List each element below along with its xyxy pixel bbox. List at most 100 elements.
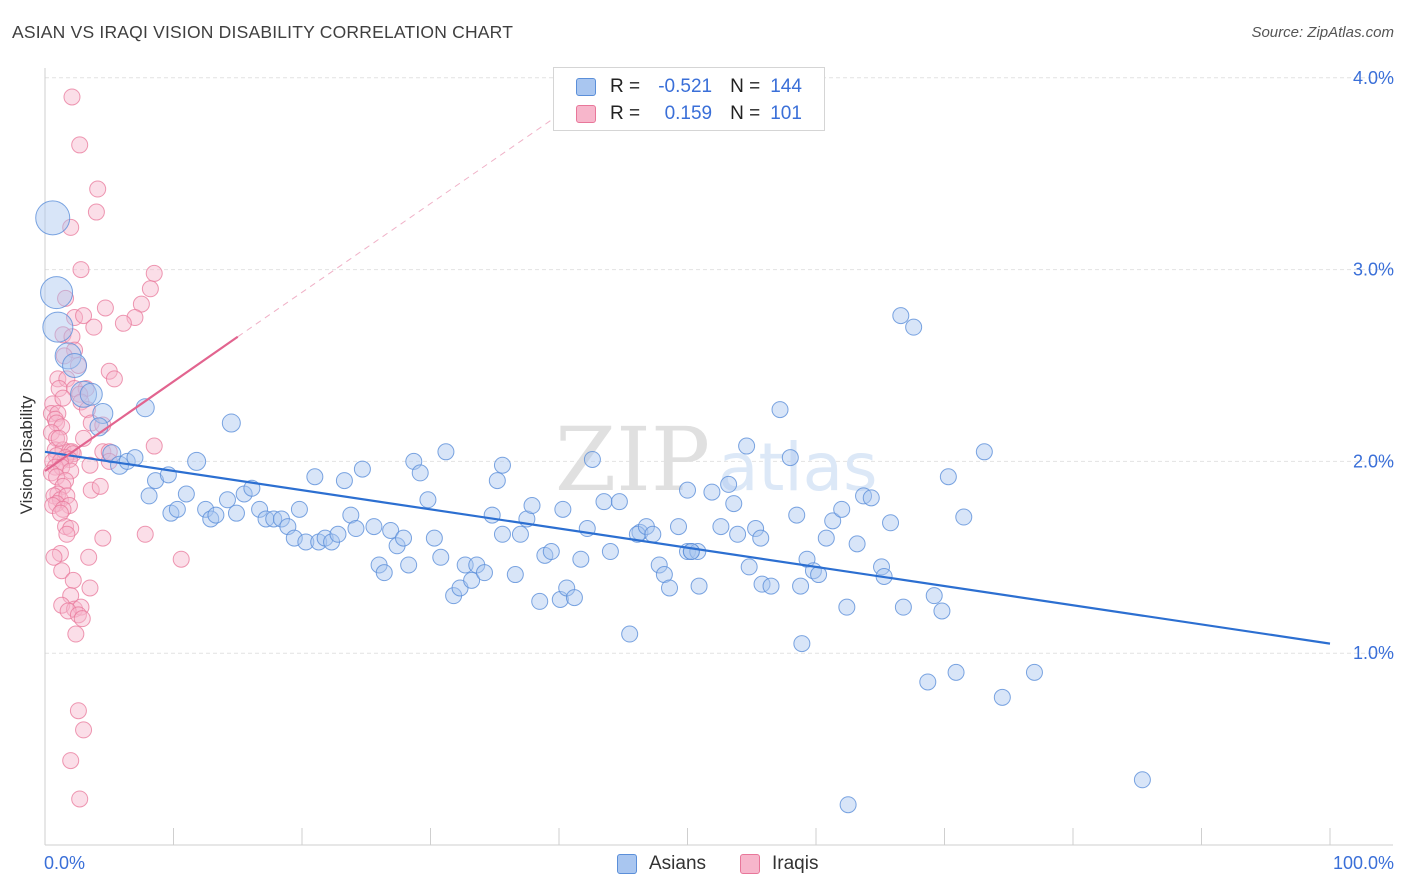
iraqi-point xyxy=(75,307,93,325)
asians-swatch xyxy=(576,78,596,96)
iraqi-point xyxy=(73,610,91,628)
asian-point xyxy=(601,543,619,561)
grid-lines xyxy=(45,77,1393,654)
asian-point xyxy=(919,673,937,691)
asian-point xyxy=(621,625,639,643)
iraqi-point xyxy=(89,180,107,198)
iraqis-legend-label: Iraqis xyxy=(772,853,819,874)
asian-point xyxy=(725,495,743,513)
asian-point xyxy=(975,443,993,461)
asian-point xyxy=(251,500,269,518)
bottom-legend-iraqis: Iraqis xyxy=(740,852,818,876)
asian-point xyxy=(554,500,572,518)
legend-asians-r: -0.521 xyxy=(658,76,713,97)
asian-point xyxy=(905,318,923,336)
asian-point xyxy=(297,533,315,551)
asian-point xyxy=(993,688,1011,706)
tick-labels: 1.0% 2.0% 3.0% 4.0% 0.0% 100.0% xyxy=(44,68,1394,873)
asian-point xyxy=(342,506,360,524)
asian-point xyxy=(788,506,806,524)
asian-point xyxy=(655,566,673,584)
asian-point xyxy=(400,556,418,574)
asian-point xyxy=(221,413,241,433)
asian-point xyxy=(703,483,721,501)
asian-trend-line xyxy=(44,450,1331,645)
axes xyxy=(44,68,1393,846)
asians-legend-label: Asians xyxy=(649,853,707,874)
iraqi-point xyxy=(63,88,81,106)
watermark: ZIP atlas xyxy=(555,408,878,511)
asian-point xyxy=(1133,771,1151,789)
asian-point xyxy=(140,487,158,505)
asian-point xyxy=(925,587,943,605)
asian-point xyxy=(781,449,799,467)
legend-iraqis-n: 101 xyxy=(770,103,802,124)
iraqis-legend-swatch xyxy=(740,854,760,874)
iraqi-point xyxy=(59,602,77,620)
chart-title: ASIAN VS IRAQI VISION DISABILITY CORRELA… xyxy=(12,22,514,42)
asian-point xyxy=(873,558,891,576)
asian-point xyxy=(762,577,780,595)
asian-point xyxy=(506,566,524,584)
asian-point xyxy=(62,353,88,378)
iraqi-point xyxy=(96,299,114,317)
iraqi-point xyxy=(62,218,80,236)
legend: R = -0.521 N = 144 R = 0.159 N = 101 xyxy=(553,67,825,131)
iraqi-point xyxy=(105,370,123,388)
asian-point xyxy=(595,493,613,511)
legend-row-asians: R = -0.521 N = 144 xyxy=(576,74,802,100)
iraqi-point xyxy=(85,318,103,336)
asian-point xyxy=(542,543,560,561)
iraqi-point xyxy=(82,481,100,499)
iraqi-point xyxy=(62,752,80,770)
asian-point xyxy=(493,456,511,474)
iraqi-point xyxy=(67,625,85,643)
legend-r-label: R = xyxy=(610,76,641,97)
asian-point xyxy=(947,663,965,681)
asian-point xyxy=(493,525,511,543)
iraqi-point xyxy=(172,550,190,568)
iraqi-point xyxy=(58,525,76,543)
iraqi-point xyxy=(64,571,82,589)
y-tick-label: 1.0% xyxy=(1353,643,1394,663)
bottom-legend-asians: Asians xyxy=(617,852,706,876)
asian-point xyxy=(437,443,455,461)
iraqi-point xyxy=(50,429,68,447)
asian-point xyxy=(488,472,506,490)
iraqi-point xyxy=(53,596,71,614)
y-tick-label: 3.0% xyxy=(1353,260,1394,280)
asian-point xyxy=(126,449,144,467)
iraqi-point xyxy=(145,437,163,455)
asian-point xyxy=(565,589,583,607)
asian-point xyxy=(583,450,601,468)
iraqi-trend-line xyxy=(44,335,239,472)
legend-asians-n: 144 xyxy=(770,76,802,97)
iraqi-point xyxy=(94,529,112,547)
asian-point xyxy=(531,592,549,610)
asian-point xyxy=(218,491,236,509)
iraqis-swatch xyxy=(576,105,596,123)
asian-point xyxy=(1025,663,1043,681)
asian-series xyxy=(35,200,1151,814)
asian-point xyxy=(419,491,437,509)
asian-point xyxy=(347,520,365,538)
iraqi-point xyxy=(69,702,87,720)
iraqi-point xyxy=(75,721,93,739)
asian-point xyxy=(395,529,413,547)
asian-point xyxy=(848,535,866,553)
iraqi-point xyxy=(145,264,163,282)
asian-point xyxy=(207,506,225,524)
asian-point xyxy=(862,489,880,507)
asian-point xyxy=(882,514,900,532)
asian-point xyxy=(939,468,957,486)
asian-point xyxy=(729,525,747,543)
iraqi-point xyxy=(71,790,89,808)
asian-point xyxy=(425,529,443,547)
iraqi-point xyxy=(63,328,81,346)
iraqi-point xyxy=(91,477,109,495)
asian-point xyxy=(740,558,758,576)
asian-point xyxy=(933,602,951,620)
asian-point xyxy=(306,468,324,486)
asian-point xyxy=(712,518,730,536)
asian-point xyxy=(511,525,529,543)
